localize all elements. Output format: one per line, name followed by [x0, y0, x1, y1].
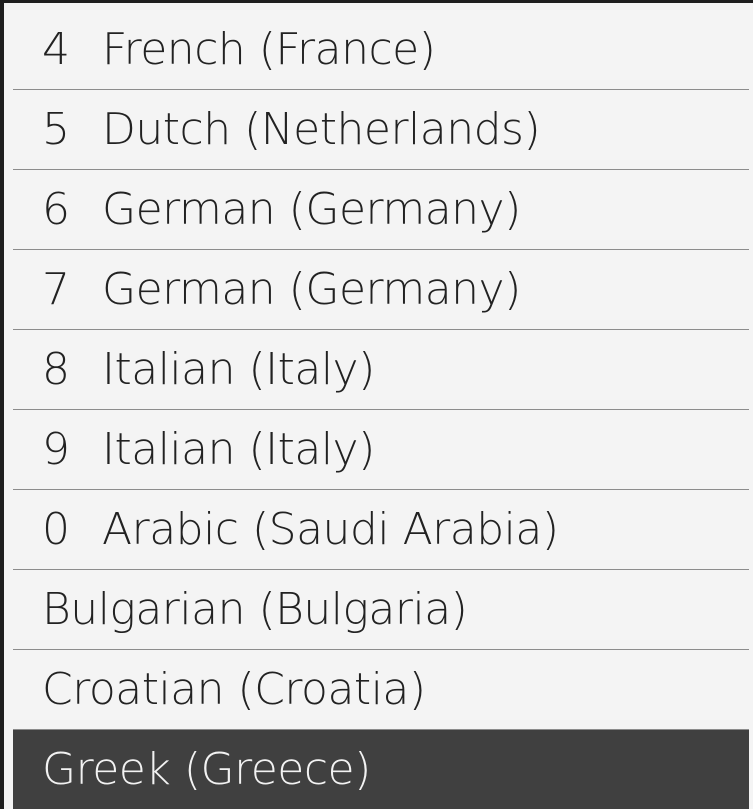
item-number: 7: [42, 264, 70, 315]
item-label: German (Germany): [102, 184, 521, 235]
item-number: 6: [42, 184, 70, 235]
language-list[interactable]: 4 French (France) 5 Dutch (Netherlands) 6 Ger…: [13, 10, 749, 809]
item-number: 4: [42, 24, 70, 75]
list-item-selected[interactable]: Greek (Greece): [13, 730, 749, 809]
list-item[interactable]: Croatian (Croatia): [13, 650, 749, 730]
item-number: 5: [42, 104, 70, 155]
item-label: Italian (Italy): [102, 424, 375, 475]
list-item[interactable]: 8 Italian (Italy): [13, 330, 749, 410]
list-item[interactable]: 9 Italian (Italy): [13, 410, 749, 490]
list-item[interactable]: 7 German (Germany): [13, 250, 749, 330]
item-label: Bulgarian (Bulgaria): [42, 584, 468, 635]
item-label: Italian (Italy): [102, 344, 375, 395]
item-label: Croatian (Croatia): [42, 664, 426, 715]
item-number: 0: [42, 504, 70, 555]
language-list-panel: 4 French (France) 5 Dutch (Netherlands) 6 Ger…: [4, 3, 753, 809]
item-label: Greek (Greece): [42, 744, 371, 795]
list-item[interactable]: 0 Arabic (Saudi Arabia): [13, 490, 749, 570]
item-label: French (France): [102, 24, 436, 75]
item-label: Dutch (Netherlands): [102, 104, 541, 155]
list-item[interactable]: 5 Dutch (Netherlands): [13, 90, 749, 170]
list-item[interactable]: 4 French (France): [13, 10, 749, 90]
item-number: 9: [42, 424, 70, 475]
list-item[interactable]: Bulgarian (Bulgaria): [13, 570, 749, 650]
item-number: 8: [42, 344, 70, 395]
list-item[interactable]: 6 German (Germany): [13, 170, 749, 250]
item-label: Arabic (Saudi Arabia): [102, 504, 559, 555]
item-label: German (Germany): [102, 264, 521, 315]
